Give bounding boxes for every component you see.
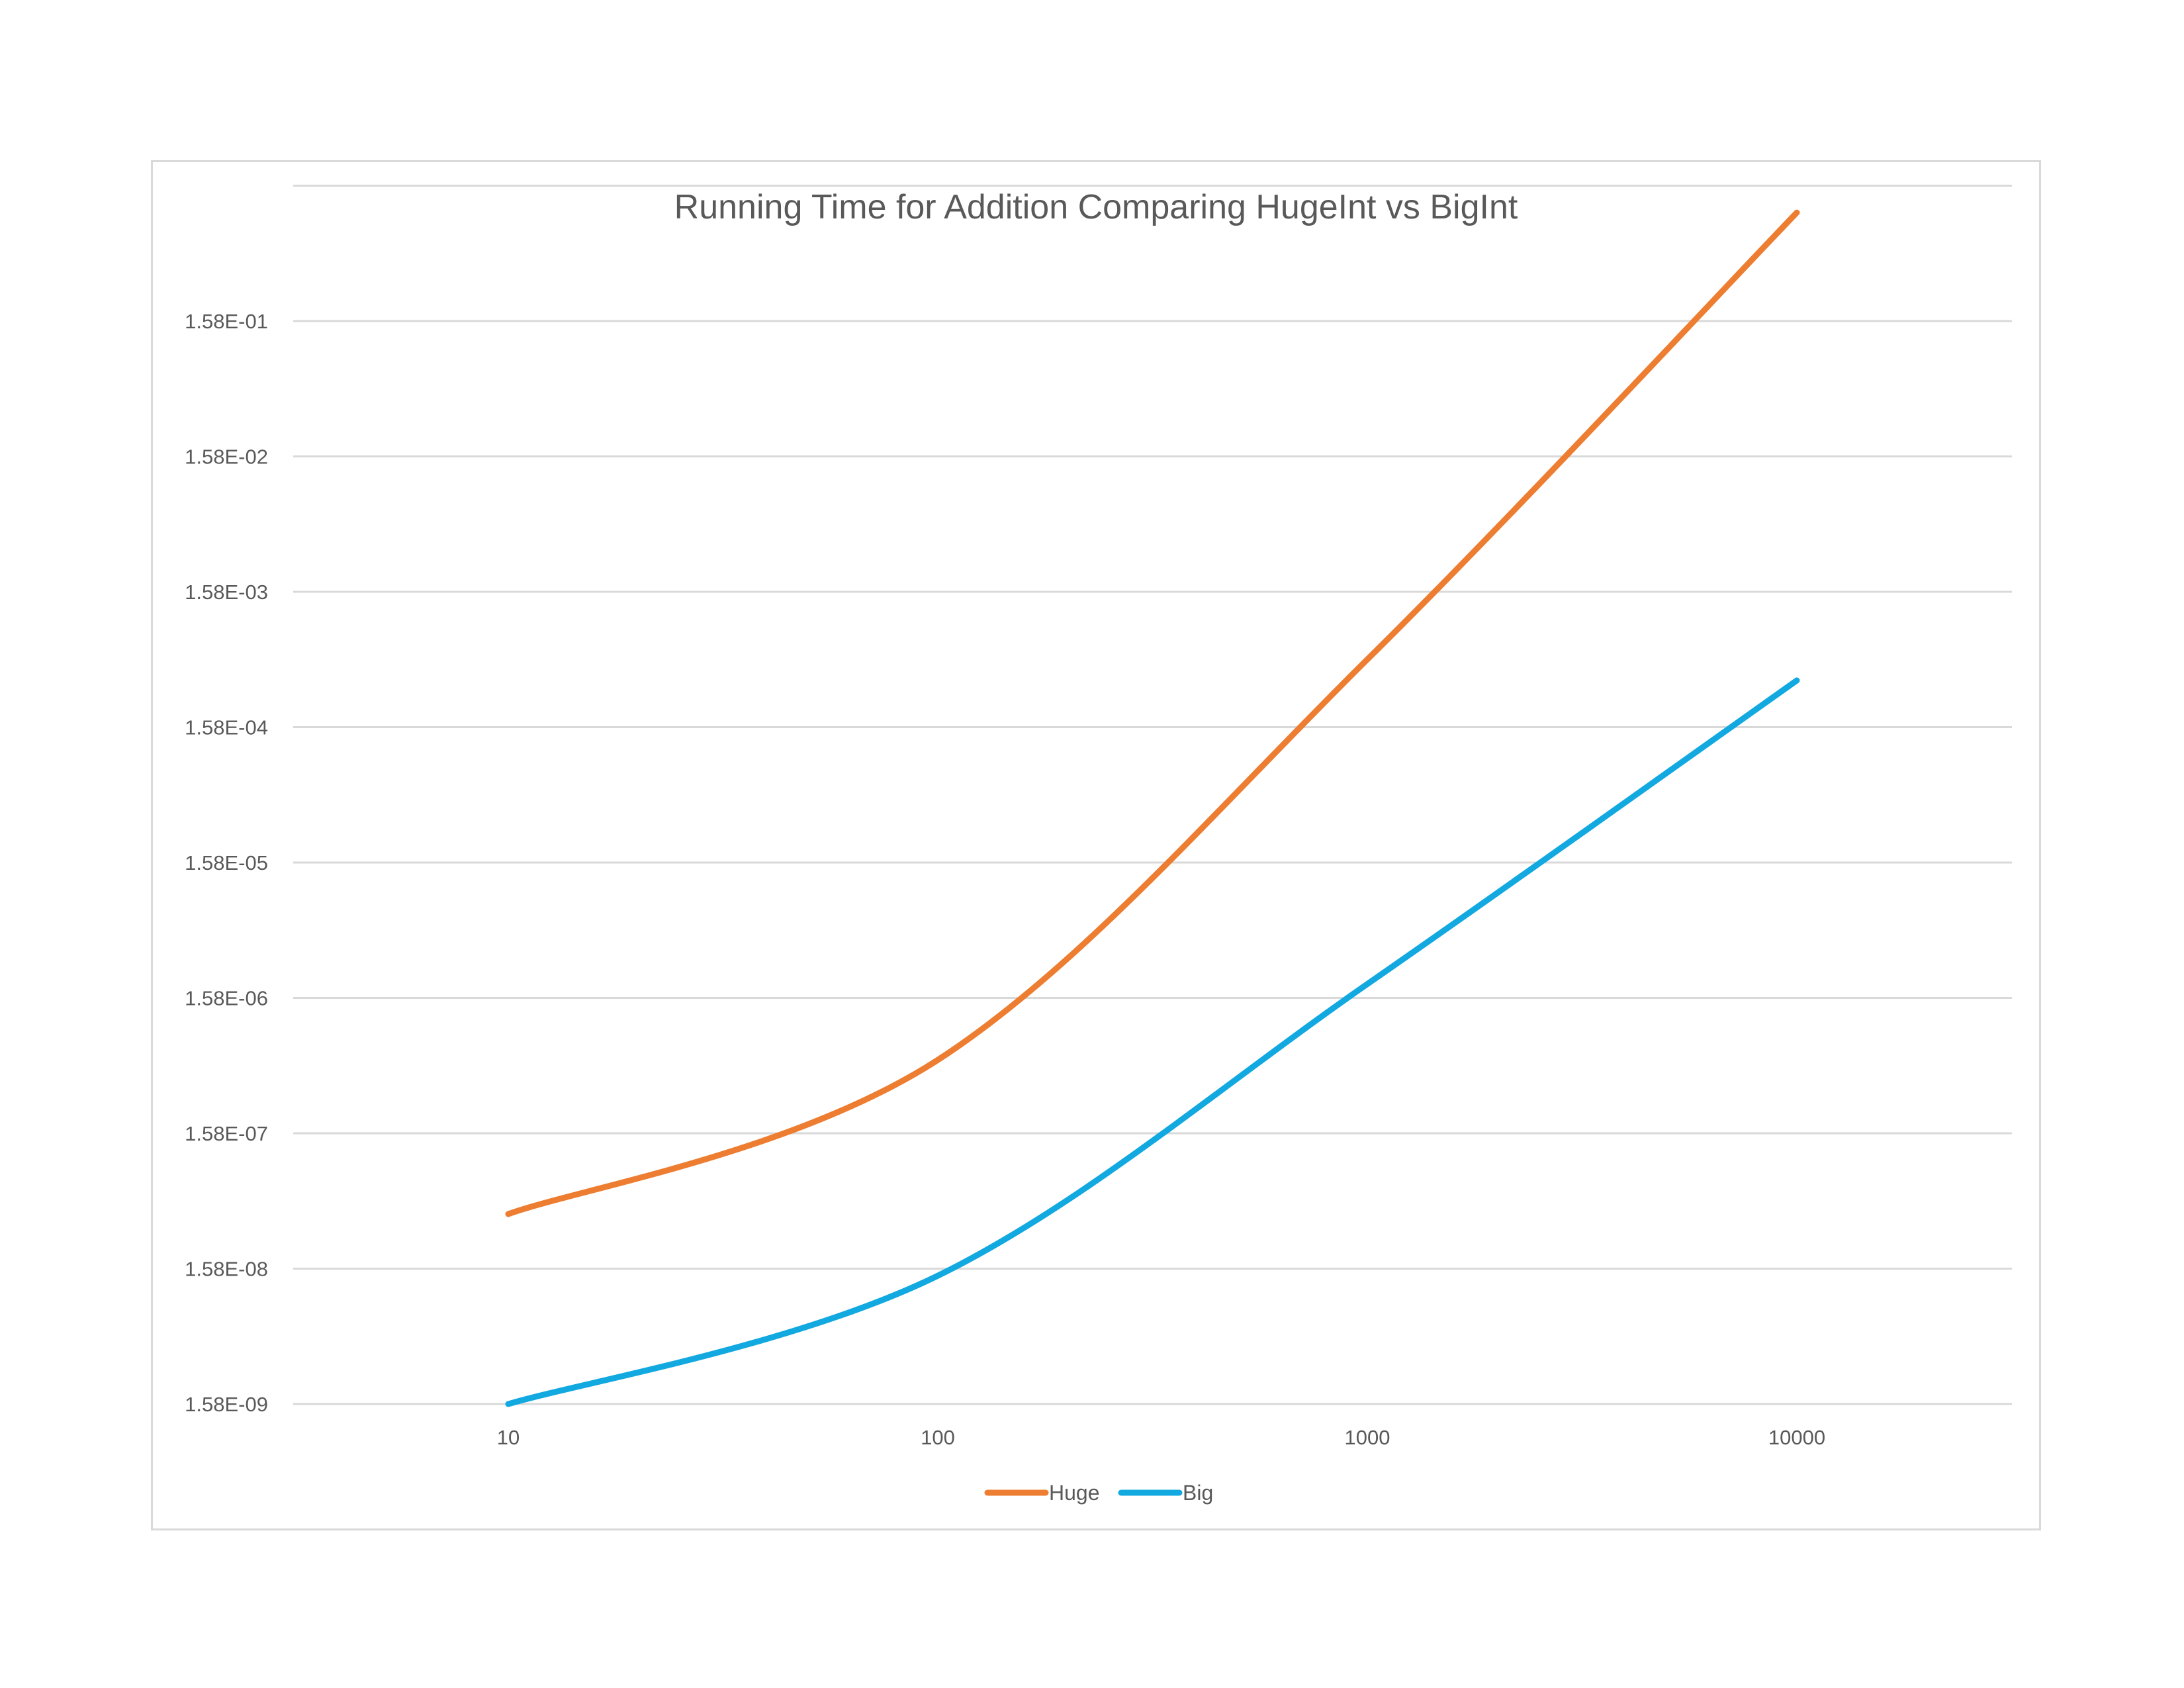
x-tick-label: 1000 xyxy=(1345,1426,1390,1449)
x-tick-label: 100 xyxy=(921,1426,955,1449)
y-tick-label: 1.58E-07 xyxy=(185,1122,268,1145)
legend: Huge Big xyxy=(984,1481,1213,1505)
y-tick-label: 1.58E-01 xyxy=(185,310,268,333)
y-tick-label: 1.58E-09 xyxy=(185,1393,268,1416)
x-tick-label: 10000 xyxy=(1768,1426,1825,1449)
series-line-big xyxy=(505,677,1800,1407)
y-tick-label: 1.58E-08 xyxy=(185,1258,268,1281)
x-tick-label: 10 xyxy=(497,1426,520,1449)
gridlines xyxy=(293,185,2012,1405)
y-tick-label: 1.58E-03 xyxy=(185,581,268,604)
series-line-huge xyxy=(505,209,1800,1217)
plot-series xyxy=(505,209,1800,1407)
y-tick-label: 1.58E-04 xyxy=(185,716,268,739)
x-axis-tick-labels: 10 100 1000 10000 xyxy=(497,1426,1825,1449)
legend-label-big: Big xyxy=(1183,1481,1213,1505)
legend-label-huge: Huge xyxy=(1049,1481,1100,1505)
y-tick-label: 1.58E-06 xyxy=(185,987,268,1010)
y-tick-label: 1.58E-05 xyxy=(185,851,268,874)
y-tick-label: 1.58E-02 xyxy=(185,445,268,469)
y-axis-tick-labels: 1.58E-09 1.58E-08 1.58E-07 1.58E-06 1.58E-05… xyxy=(185,310,268,1416)
chart-area xyxy=(151,160,2041,1530)
chart-title: Running Time for Addition Comparing Huge… xyxy=(674,188,1518,226)
